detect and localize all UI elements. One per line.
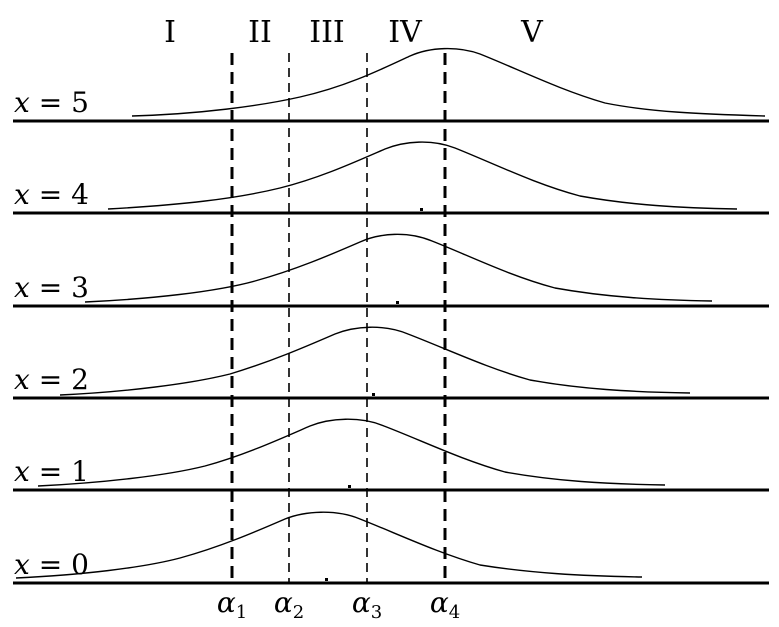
row-label-x1: x = 1	[14, 455, 89, 488]
threshold-label-alpha2: α2	[274, 586, 304, 623]
row-label-x5: x = 5	[14, 86, 89, 119]
row-labels: x = 5 x = 4 x = 3 x = 2 x = 1 x = 0	[14, 86, 89, 581]
row-label-x3: x = 3	[14, 271, 89, 304]
baselines	[13, 119, 769, 585]
threshold-lines	[230, 53, 447, 583]
mode-markers	[325, 208, 423, 581]
region-labels: I II III IV V	[164, 15, 544, 50]
mode-marker-x2	[372, 393, 375, 396]
mode-marker-x0	[325, 578, 328, 581]
threshold-labels: α1 α2 α3 α4	[217, 586, 460, 623]
mode-marker-x3	[396, 301, 399, 304]
density-curve-x5	[131, 47, 766, 117]
density-curve-x1	[37, 418, 666, 487]
row-label-x4: x = 4	[14, 178, 89, 211]
density-curve-x3	[84, 233, 713, 303]
region-label-3: III	[309, 15, 345, 50]
mode-marker-x4	[420, 208, 423, 211]
region-label-2: II	[248, 15, 272, 50]
curves	[15, 47, 766, 579]
row-label-x2: x = 2	[14, 363, 89, 396]
mode-marker-x1	[348, 485, 351, 488]
threshold-label-alpha4: α4	[430, 586, 460, 623]
density-curve-x0	[15, 511, 643, 579]
region-label-4: IV	[388, 15, 423, 50]
threshold-label-alpha3: α3	[352, 586, 382, 623]
density-curve-x4	[107, 141, 738, 210]
row-label-x0: x = 0	[14, 548, 89, 581]
threshold-label-alpha1: α1	[217, 586, 247, 623]
density-curve-x2	[59, 326, 691, 396]
region-label-5: V	[520, 15, 544, 50]
region-label-1: I	[164, 15, 176, 50]
